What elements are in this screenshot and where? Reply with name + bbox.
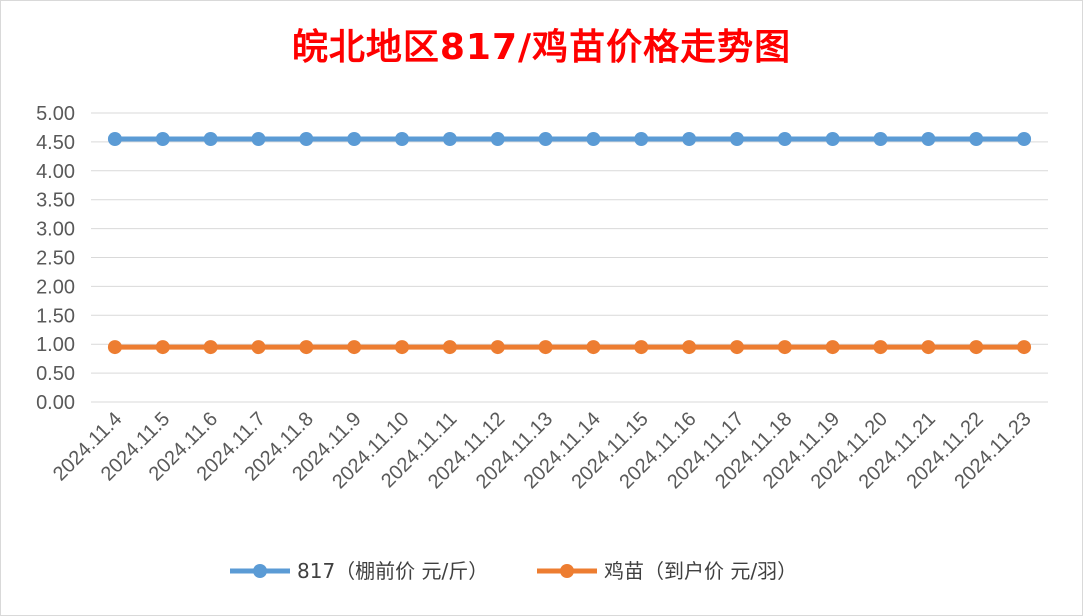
data-point (921, 340, 936, 355)
y-tick-label: 3.00 (36, 219, 75, 241)
series-lines (107, 132, 1032, 355)
data-point (777, 132, 792, 147)
legend-swatch-marker (253, 564, 267, 578)
y-tick-label: 0.00 (36, 392, 75, 414)
chart-title-part-1: 皖北地区 (291, 27, 440, 68)
data-point (777, 340, 792, 355)
legend-swatch-marker (560, 564, 574, 578)
data-point (873, 132, 888, 147)
data-point (490, 132, 505, 147)
x-axis-tick-labels: 2024.11.42024.11.52024.11.62024.11.72024… (49, 408, 1036, 493)
data-point (347, 340, 362, 355)
data-point (395, 340, 410, 355)
data-point (203, 132, 218, 147)
data-point (634, 340, 649, 355)
data-point (969, 132, 984, 147)
chart-title: 皖北地区817/鸡苗价格走势图 (0, 18, 1083, 70)
legend-label: 817（棚前价 元/斤） (297, 559, 488, 583)
y-tick-label: 0.50 (36, 363, 75, 385)
chart-title-part-2: 817 (439, 27, 518, 68)
y-tick-label: 2.50 (36, 248, 75, 270)
data-point (586, 340, 601, 355)
data-point (155, 132, 170, 147)
y-tick-label: 4.50 (36, 132, 75, 154)
data-point (251, 340, 266, 355)
data-point (347, 132, 362, 147)
data-point (586, 132, 601, 147)
data-point (107, 340, 122, 355)
y-tick-label: 2.00 (36, 276, 75, 298)
y-tick-label: 4.00 (36, 161, 75, 183)
data-point (299, 132, 314, 147)
gridlines (91, 112, 1048, 403)
legend: 817（棚前价 元/斤） 鸡苗（到户价 元/羽） (230, 559, 797, 583)
data-point (107, 132, 122, 147)
data-point (729, 132, 744, 147)
data-point (299, 340, 314, 355)
y-tick-label: 1.00 (36, 334, 75, 356)
data-point (682, 340, 697, 355)
data-point (825, 340, 840, 355)
data-point (921, 132, 936, 147)
data-point (538, 132, 553, 147)
data-point (873, 340, 888, 355)
data-point (251, 132, 266, 147)
y-axis-tick-labels: 0.00 0.50 1.00 1.50 2.00 2.50 3.00 3.50 4.00 4.50… (36, 103, 75, 414)
data-point (203, 340, 218, 355)
data-point (682, 132, 697, 147)
data-point (538, 340, 553, 355)
y-tick-label: 3.50 (36, 190, 75, 212)
legend-label: 鸡苗（到户价 元/羽） (604, 559, 797, 583)
data-point (395, 132, 410, 147)
y-tick-label: 1.50 (36, 305, 75, 327)
data-point (729, 340, 744, 355)
data-point (969, 340, 984, 355)
data-point (155, 340, 170, 355)
data-point (825, 132, 840, 147)
data-point (634, 132, 649, 147)
data-point (442, 340, 457, 355)
data-point (1017, 340, 1032, 355)
data-point (1017, 132, 1032, 147)
chart-title-part-3: /鸡苗价格走势图 (518, 27, 792, 68)
data-point (442, 132, 457, 147)
y-tick-label: 5.00 (36, 103, 75, 125)
data-point (490, 340, 505, 355)
